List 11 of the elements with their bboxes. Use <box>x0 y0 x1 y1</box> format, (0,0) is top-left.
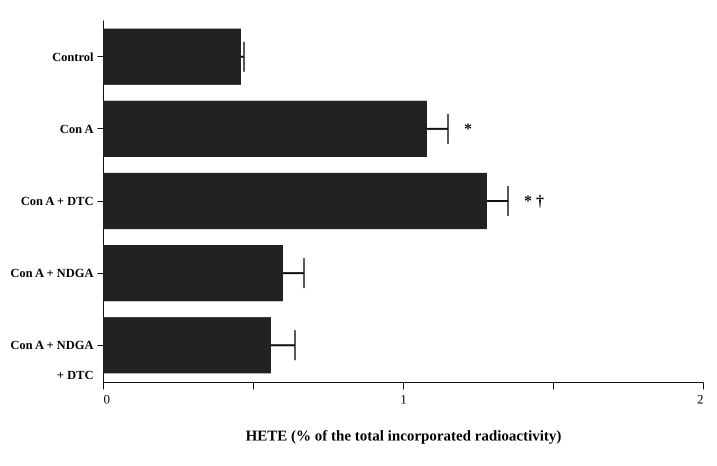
annotation: * <box>464 120 472 138</box>
x-tick-label: 2 <box>697 392 704 406</box>
y-tick-label: Control <box>52 50 94 64</box>
x-tick-label: 0 <box>104 392 110 406</box>
y-tick-label: Con A + DTC <box>20 194 94 208</box>
x-axis-title: HETE (% of the total incorporated radioactivity) <box>246 428 562 444</box>
y-tick-label: Con A <box>60 122 94 136</box>
category-label: Con A + NDGA + DTC <box>10 338 94 382</box>
y-tick-label: Con A + NDGA <box>10 266 94 280</box>
x-tick-label: 1 <box>400 392 407 406</box>
annotation: * † <box>524 193 544 210</box>
